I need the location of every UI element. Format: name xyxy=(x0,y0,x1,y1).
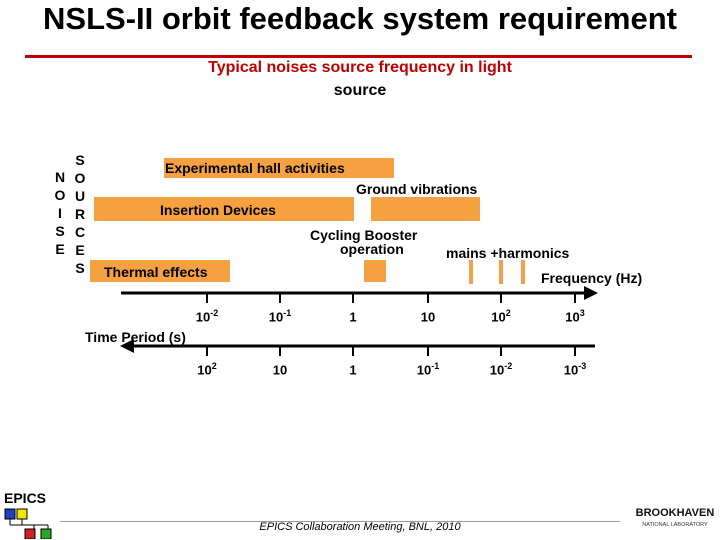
brookhaven-logo: BROOKHAVEN NATIONAL LABORATORY xyxy=(636,507,715,528)
insertion-devices-label: Insertion Devices xyxy=(160,202,276,218)
period-tick-label: 1 xyxy=(349,362,357,378)
epics-logo-text: EPICS xyxy=(4,490,46,506)
frequency-tick-label: 10-2 xyxy=(195,308,219,325)
period-tick-label: 102 xyxy=(197,361,217,378)
subtitle-line2: source xyxy=(333,82,387,99)
footer-text: EPICS Collaboration Meeting, BNL, 2010 xyxy=(259,521,461,533)
sources-letter: O xyxy=(74,170,86,186)
period-tick xyxy=(279,346,281,356)
cycling-booster-label-line1: Cycling Booster xyxy=(310,227,418,243)
noise-letter: E xyxy=(55,241,65,257)
frequency-tick xyxy=(574,293,576,303)
brookhaven-logo-subtext: NATIONAL LABORATORY xyxy=(642,522,708,528)
period-axis-arrow xyxy=(120,339,134,353)
sources-vertical-label: S O U R C E S xyxy=(72,151,88,277)
experimental-hall-label: Experimental hall activities xyxy=(165,160,345,176)
ground-vibrations-bar xyxy=(371,197,480,221)
period-tick-label: 10-2 xyxy=(489,361,513,378)
frequency-axis-arrow xyxy=(584,286,598,300)
brookhaven-logo-text: BROOKHAVEN xyxy=(636,507,715,519)
frequency-tick-label: 10 xyxy=(420,309,436,325)
cycling-booster-bar xyxy=(364,260,386,282)
period-tick-label: 10-1 xyxy=(416,361,440,378)
experimental-hall-bar: Experimental hall activities xyxy=(164,158,394,178)
frequency-axis-label: Frequency (Hz) xyxy=(541,270,643,286)
cycling-booster-label: Cycling Booster operation xyxy=(310,228,417,256)
mains-harmonics-label: mains +harmonics xyxy=(446,245,570,261)
period-tick-label: 10 xyxy=(272,362,288,378)
frequency-tick xyxy=(279,293,281,303)
period-tick xyxy=(206,346,208,356)
thermal-effects-bar: Thermal effects xyxy=(90,260,230,282)
period-tick xyxy=(427,346,429,356)
mains-harmonics-bar xyxy=(499,260,503,284)
sources-letter: R xyxy=(74,206,86,222)
footer-line xyxy=(60,521,620,522)
page-title: NSLS-II orbit feedback system requiremen… xyxy=(43,1,677,36)
noise-letter: O xyxy=(54,187,66,203)
frequency-tick-label: 1 xyxy=(349,309,357,325)
sources-letter: S xyxy=(75,260,85,276)
frequency-tick xyxy=(352,293,354,303)
mains-harmonics-bar xyxy=(469,260,473,284)
subtitle: Typical noises source frequency in light xyxy=(208,59,512,76)
insertion-devices-bar: Insertion Devices xyxy=(94,197,354,221)
period-tick xyxy=(352,346,354,356)
frequency-tick-label: 10-1 xyxy=(268,308,292,325)
noise-letter: I xyxy=(58,205,62,221)
noise-vertical-label: N O I S E xyxy=(52,168,68,258)
thermal-effects-label: Thermal effects xyxy=(104,264,208,280)
frequency-tick-label: 102 xyxy=(491,308,511,325)
epics-logo: EPICS xyxy=(4,490,52,539)
title-rule xyxy=(25,55,692,58)
sources-letter: S xyxy=(75,152,85,168)
period-tick xyxy=(500,346,502,356)
mains-harmonics-bar xyxy=(521,260,525,284)
sources-letter: U xyxy=(74,188,86,204)
ground-vibrations-label: Ground vibrations xyxy=(356,181,478,197)
frequency-tick-label: 103 xyxy=(565,308,585,325)
frequency-tick xyxy=(500,293,502,303)
frequency-tick xyxy=(427,293,429,303)
period-axis-label: Time Period (s) xyxy=(85,329,186,345)
noise-letter: S xyxy=(55,223,65,239)
frequency-tick xyxy=(206,293,208,303)
sources-letter: C xyxy=(74,224,86,240)
period-tick-label: 10-3 xyxy=(563,361,587,378)
period-tick xyxy=(574,346,576,356)
sources-letter: E xyxy=(75,242,85,258)
noise-letter: N xyxy=(54,169,66,185)
cycling-booster-label-line2: operation xyxy=(340,241,404,257)
